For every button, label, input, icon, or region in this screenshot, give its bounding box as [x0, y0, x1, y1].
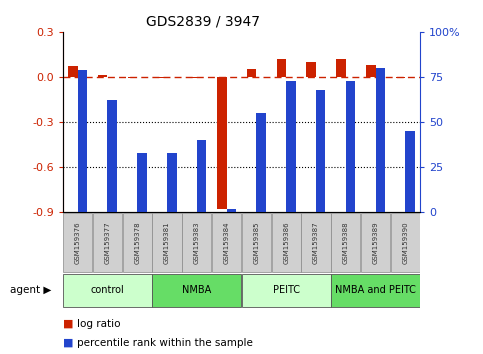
FancyBboxPatch shape [63, 274, 152, 307]
Text: GDS2839 / 3947: GDS2839 / 3947 [146, 14, 260, 28]
Text: GSM159381: GSM159381 [164, 221, 170, 264]
Bar [68, 67, 78, 77]
FancyBboxPatch shape [63, 213, 92, 272]
Bar [277, 59, 286, 77]
Text: GSM159385: GSM159385 [254, 221, 259, 264]
Text: GSM159387: GSM159387 [313, 221, 319, 264]
Text: GSM159389: GSM159389 [372, 221, 379, 264]
FancyBboxPatch shape [331, 274, 420, 307]
Text: GSM159384: GSM159384 [224, 221, 229, 264]
Bar [217, 77, 227, 209]
Bar [128, 77, 137, 79]
Bar [376, 68, 385, 212]
Bar [306, 62, 316, 77]
Text: GSM159383: GSM159383 [194, 221, 200, 264]
FancyBboxPatch shape [212, 213, 241, 272]
Bar [197, 140, 206, 212]
Bar [366, 65, 376, 77]
Text: log ratio: log ratio [77, 319, 121, 329]
Bar [405, 131, 415, 212]
Text: GSM159390: GSM159390 [402, 221, 408, 264]
Bar [78, 70, 87, 212]
Bar [286, 81, 296, 212]
Text: control: control [91, 285, 124, 295]
Text: GSM159377: GSM159377 [104, 221, 111, 264]
Text: GSM159388: GSM159388 [343, 221, 349, 264]
Text: percentile rank within the sample: percentile rank within the sample [77, 338, 253, 348]
Text: ■: ■ [63, 338, 73, 348]
Bar [98, 75, 108, 77]
Text: ■: ■ [63, 319, 73, 329]
Text: GSM159386: GSM159386 [283, 221, 289, 264]
Bar [316, 90, 326, 212]
Bar [137, 153, 147, 212]
Text: GSM159378: GSM159378 [134, 221, 140, 264]
Bar [167, 153, 177, 212]
Bar [396, 77, 405, 79]
Text: NMBA: NMBA [182, 285, 212, 295]
Text: GSM159376: GSM159376 [75, 221, 81, 264]
Text: NMBA and PEITC: NMBA and PEITC [335, 285, 416, 295]
Text: agent ▶: agent ▶ [10, 285, 51, 295]
Bar [157, 77, 167, 78]
Bar [336, 59, 346, 77]
Bar [227, 209, 236, 212]
FancyBboxPatch shape [271, 213, 301, 272]
Bar [346, 81, 355, 212]
Bar [187, 77, 197, 79]
FancyBboxPatch shape [331, 213, 360, 272]
FancyBboxPatch shape [301, 213, 330, 272]
FancyBboxPatch shape [182, 213, 212, 272]
FancyBboxPatch shape [242, 213, 271, 272]
Bar [108, 101, 117, 212]
Bar [247, 69, 256, 77]
FancyBboxPatch shape [153, 274, 241, 307]
FancyBboxPatch shape [361, 213, 390, 272]
FancyBboxPatch shape [93, 213, 122, 272]
FancyBboxPatch shape [153, 213, 182, 272]
FancyBboxPatch shape [391, 213, 420, 272]
Text: PEITC: PEITC [273, 285, 299, 295]
FancyBboxPatch shape [123, 213, 152, 272]
Bar [256, 113, 266, 212]
FancyBboxPatch shape [242, 274, 330, 307]
